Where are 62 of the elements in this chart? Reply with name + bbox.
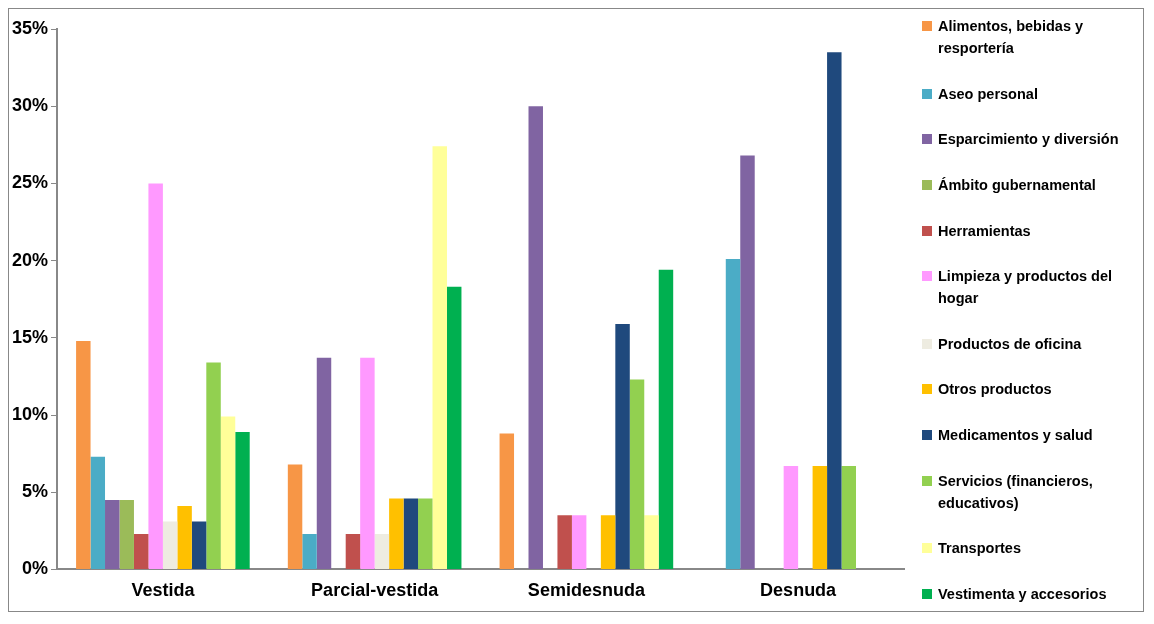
- bar: [162, 521, 178, 569]
- bar: [783, 465, 799, 569]
- bar: [119, 499, 134, 569]
- bar: [220, 416, 236, 569]
- bar: [571, 515, 587, 569]
- bar: [725, 259, 741, 569]
- x-tick-label: Semidesnuda: [527, 580, 646, 601]
- bar: [235, 431, 250, 569]
- bar: [827, 52, 842, 569]
- legend-label: Transportes: [938, 539, 1021, 559]
- bar: [528, 106, 543, 569]
- y-tick-label: 15%: [12, 326, 49, 347]
- bar: [148, 183, 163, 569]
- y-tick-label: 0%: [22, 558, 49, 579]
- bar: [432, 146, 447, 569]
- bar: [76, 340, 91, 569]
- y-tick-label: 35%: [12, 17, 49, 38]
- legend-label: Herramientas: [938, 221, 1031, 241]
- bar: [287, 464, 303, 569]
- bar: [105, 499, 120, 569]
- bar: [812, 465, 828, 569]
- bar: [600, 515, 616, 569]
- y-tick-label: 5%: [22, 481, 49, 502]
- bar: [90, 456, 106, 569]
- bar: [629, 379, 645, 569]
- bar: [360, 357, 375, 569]
- legend-label: Otros productos: [938, 380, 1052, 400]
- bar: [446, 286, 462, 569]
- bar: [302, 533, 317, 569]
- legend-label: Limpieza y productos del hogar: [938, 267, 1114, 309]
- x-tick-label: Parcial-vestida: [311, 580, 440, 601]
- bar: [658, 269, 674, 569]
- bar: [557, 515, 572, 569]
- bar: [206, 362, 221, 569]
- bar: [177, 506, 192, 569]
- bar: [615, 323, 630, 569]
- bar: [191, 521, 207, 569]
- legend-label: Ámbito gubernamental: [938, 175, 1096, 195]
- bar: [316, 357, 332, 569]
- bar: [389, 498, 404, 569]
- bar: [133, 533, 149, 569]
- bar: [841, 465, 857, 569]
- bar: [403, 498, 419, 569]
- bar: [418, 498, 433, 569]
- y-tick-label: 10%: [12, 403, 49, 424]
- y-tick-label: 30%: [12, 95, 49, 116]
- legend-label: Aseo personal: [938, 84, 1038, 104]
- bar: [740, 155, 755, 569]
- bar: [499, 433, 515, 569]
- x-tick-label: Vestida: [131, 580, 196, 601]
- legend-label: Medicamentos y salud: [938, 426, 1093, 445]
- legend-label: Alimentos, bebidas y resportería: [938, 17, 1085, 58]
- y-tick-label: 20%: [12, 249, 49, 270]
- x-tick-label: Desnuda: [760, 580, 838, 601]
- bar: [345, 533, 361, 569]
- legend-label: Vestimenta y accesorios: [938, 584, 1107, 604]
- bar: [644, 515, 659, 569]
- legend-label: Servicios (financieros, educativos): [938, 471, 1094, 513]
- legend-label: Productos de oficina: [938, 334, 1082, 354]
- bar: [374, 533, 390, 569]
- y-tick-label: 25%: [12, 172, 49, 193]
- legend-label: Esparcimiento y diversión: [938, 130, 1119, 150]
